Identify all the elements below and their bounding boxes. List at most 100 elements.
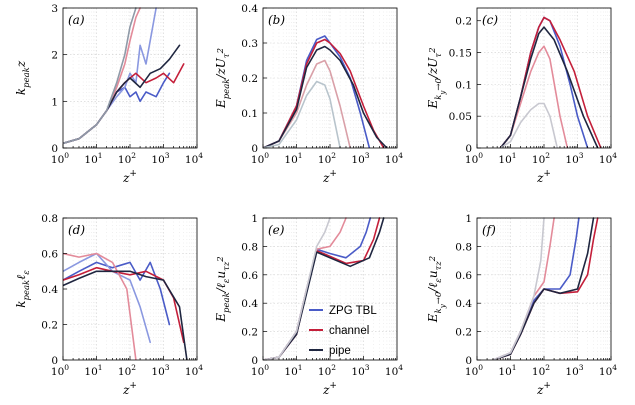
y-tick-label: 0.4 <box>455 298 472 310</box>
y-tick-label: 0 <box>251 143 258 155</box>
series-line-pipe <box>63 270 188 360</box>
y-tick-label: 0.2 <box>241 327 258 339</box>
y-tick-label: 0 <box>51 355 58 367</box>
x-axis-label: z+ <box>536 381 551 397</box>
series-line-pipe <box>499 102 559 148</box>
series-line-channel <box>63 63 185 145</box>
y-tick-label: 0.3 <box>241 38 258 50</box>
x-tick-label: 101 <box>284 151 302 166</box>
y-tick-label: 0 <box>465 143 472 155</box>
y-tick-label: 0.6 <box>241 270 258 282</box>
y-tick-label: 2 <box>51 50 58 62</box>
panel-b: 100 101 102 103 104 0 0.1 0.2 0.3 0.4 z+ Epeak/zUτ2… <box>214 3 403 185</box>
legend-label: pipe <box>329 345 351 357</box>
x-tick-label: 102 <box>318 151 336 166</box>
x-tick-label: 104 <box>385 363 403 378</box>
series-line-pipe <box>263 45 388 148</box>
x-tick-label: 102 <box>118 363 136 378</box>
x-tick-label: 103 <box>151 151 169 166</box>
x-tick-label: 100 <box>51 363 69 378</box>
panel-label: (d) <box>68 223 85 237</box>
y-tick-label: 0.8 <box>241 241 258 253</box>
series-line-pipe <box>499 26 599 148</box>
y-tick-label: 0.1 <box>241 108 258 120</box>
x-tick-label: 102 <box>118 151 136 166</box>
series-line-pipe <box>492 217 545 360</box>
x-tick-label: 100 <box>51 151 69 166</box>
x-tick-label: 103 <box>351 363 369 378</box>
y-axis-label: Eky→0/ℓεuτz2 <box>426 256 447 323</box>
y-tick-label: 0.6 <box>455 270 472 282</box>
panel-a: 100 101 102 103 104 0 1 2 3 z+ kpeakz (a) <box>14 3 203 185</box>
y-tick-label: 0.2 <box>41 320 58 332</box>
x-tick-label: 101 <box>498 363 516 378</box>
x-axis-label: z+ <box>322 169 337 185</box>
x-tick-label: 101 <box>84 151 102 166</box>
panel-e: 100 101 102 103 104 0 0.2 0.4 0.6 0.8 1 z+ Epeak/ℓεu… <box>214 213 403 397</box>
y-tick-label: 0 <box>465 355 472 367</box>
x-axis-label: z+ <box>122 381 137 397</box>
series-line-pipe <box>263 217 331 360</box>
x-tick-label: 100 <box>465 151 483 166</box>
series-line-pipe <box>63 44 181 145</box>
y-tick-label: 0.8 <box>455 241 472 253</box>
series-line-pipe <box>63 7 137 145</box>
x-axis-label: z+ <box>536 169 551 185</box>
series-line-channel <box>63 252 137 360</box>
panel-label: (f) <box>482 223 496 237</box>
x-tick-label: 103 <box>151 363 169 378</box>
y-tick-label: 0.2 <box>455 16 472 28</box>
y-tick-label: 3 <box>51 3 58 15</box>
y-tick-label: 0 <box>51 143 58 155</box>
panel-label: (e) <box>268 223 285 237</box>
x-tick-label: 103 <box>351 151 369 166</box>
panel-d: 100 101 102 103 104 0 0.2 0.4 0.6 0.8 z+ kpeakℓε (d) <box>14 213 203 397</box>
x-axis-label: z+ <box>122 169 137 185</box>
series-group <box>499 16 602 148</box>
panel-c: 100 101 102 103 104 0 0.05 0.1 0.15 0.2 z+ Eky→0/zU… <box>426 7 617 185</box>
x-tick-label: 101 <box>84 363 102 378</box>
y-tick-label: 0.2 <box>241 73 258 85</box>
panel-label: (c) <box>482 13 498 27</box>
series-line-zpg-tbl <box>63 252 151 344</box>
y-axis-label: kpeakz <box>14 60 32 95</box>
x-tick-label: 102 <box>532 363 550 378</box>
y-tick-label: 0.8 <box>41 213 58 225</box>
series-group <box>492 217 599 360</box>
panel-f: 100 101 102 103 104 0 0.2 0.4 0.6 0.8 1 z+ Eky→0/ℓεu… <box>426 213 617 397</box>
x-tick-label: 104 <box>385 151 403 166</box>
y-tick-label: 0.4 <box>241 3 258 15</box>
y-tick-label: 0.05 <box>449 111 472 123</box>
y-tick-label: 1 <box>465 213 472 225</box>
series-line-channel <box>263 38 385 148</box>
series-group <box>263 35 388 148</box>
y-tick-label: 0.6 <box>41 249 58 261</box>
x-tick-label: 104 <box>599 151 617 166</box>
series-line-channel <box>499 16 602 148</box>
y-axis-label: Epeak/ℓεuτz2 <box>214 256 232 322</box>
x-tick-label: 104 <box>185 151 203 166</box>
y-tick-label: 0.4 <box>241 298 258 310</box>
series-group <box>263 217 385 360</box>
y-tick-label: 0.1 <box>455 79 472 91</box>
x-tick-label: 101 <box>498 151 516 166</box>
y-tick-label: 1 <box>51 96 58 108</box>
x-tick-label: 103 <box>565 363 583 378</box>
legend-label: ZPG TBL <box>329 305 377 317</box>
series-line-channel <box>63 266 185 344</box>
y-axis-label: kpeakℓε <box>14 270 32 308</box>
series-line-zpg-tbl <box>63 7 157 145</box>
y-axis-label: Eky→0/zUτ2 <box>426 47 447 109</box>
x-tick-label: 103 <box>565 151 583 166</box>
x-tick-label: 101 <box>284 363 302 378</box>
series-line-pipe <box>263 217 385 360</box>
x-tick-label: 102 <box>318 363 336 378</box>
series-group <box>63 7 185 145</box>
y-tick-label: 1 <box>251 213 258 225</box>
series-group <box>63 252 188 360</box>
x-axis-label: z+ <box>322 381 337 397</box>
x-tick-label: 100 <box>251 363 269 378</box>
panel-label: (a) <box>68 13 85 27</box>
x-tick-label: 104 <box>599 363 617 378</box>
